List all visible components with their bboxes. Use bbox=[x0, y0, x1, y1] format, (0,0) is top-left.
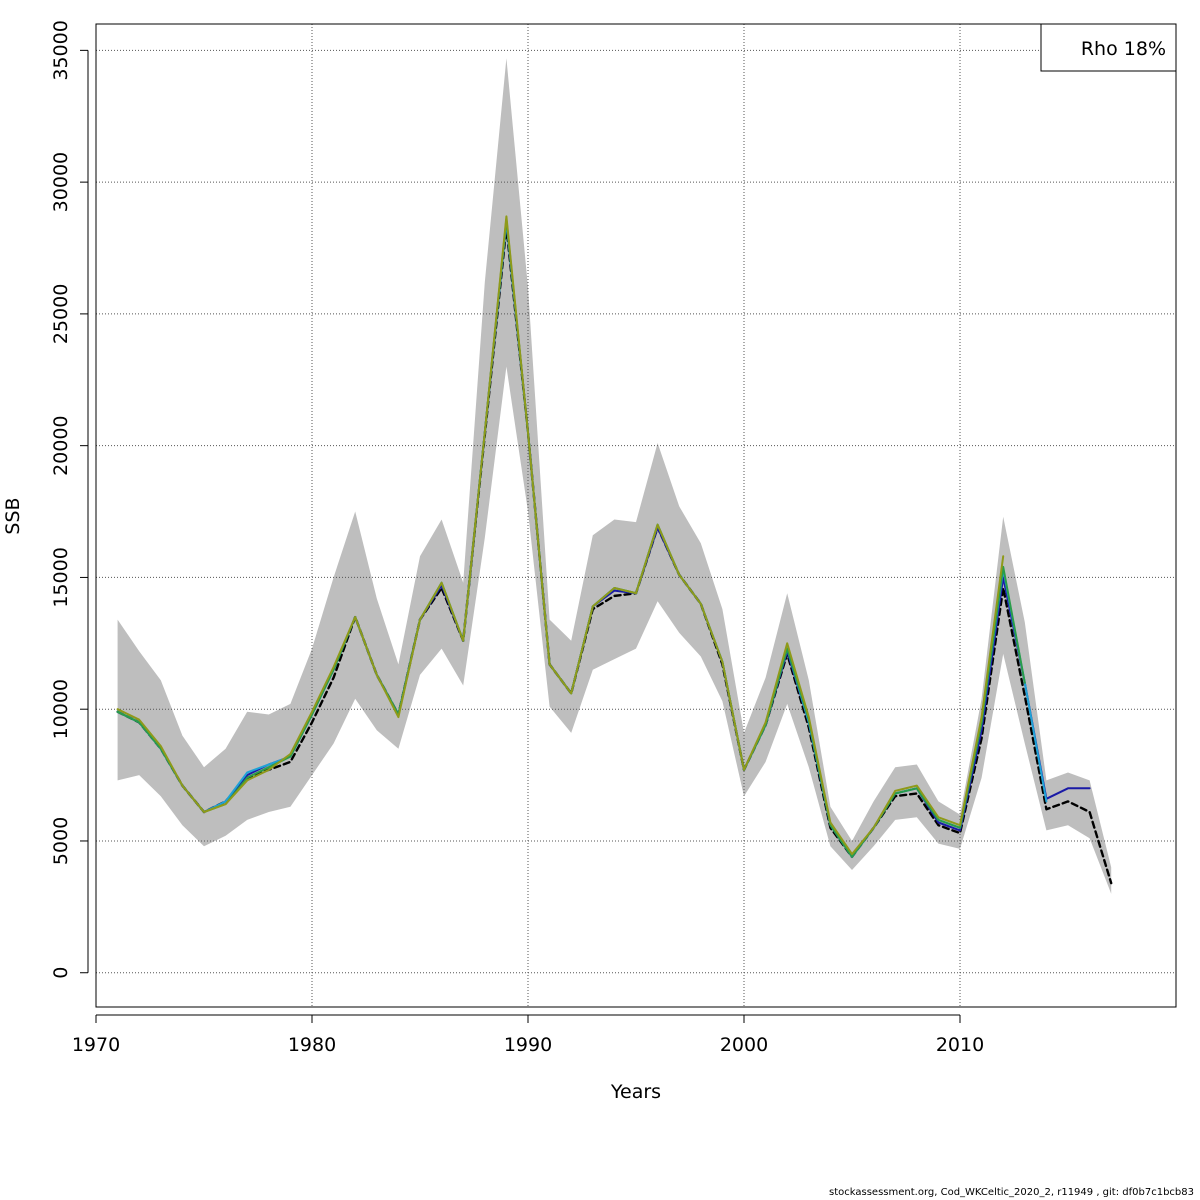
y-tick-label: 15000 bbox=[50, 547, 72, 607]
y-tick-label: 20000 bbox=[50, 415, 72, 475]
y-tick-label: 25000 bbox=[50, 284, 72, 344]
legend-text: Rho 18% bbox=[1081, 38, 1166, 60]
x-tick-label: 1990 bbox=[504, 1034, 552, 1056]
x-tick-label: 1980 bbox=[288, 1034, 336, 1056]
y-tick-label: 5000 bbox=[50, 817, 72, 865]
legend: Rho 18% bbox=[1040, 23, 1177, 72]
y-axis: 0 5000 10000 15000 20000 25000 30000 35000 bbox=[50, 20, 89, 979]
footer-credit: stockassessment.org, Cod_WKCeltic_2020_2… bbox=[829, 1187, 1194, 1198]
y-tick-label: 30000 bbox=[50, 152, 72, 212]
y-tick-label: 10000 bbox=[50, 679, 72, 739]
grid-layer bbox=[95, 24, 1176, 1007]
x-tick-label: 2010 bbox=[936, 1034, 984, 1056]
y-axis-title: SSB bbox=[2, 497, 24, 534]
legend-box bbox=[1040, 23, 1177, 72]
confidence-band-layer bbox=[117, 58, 1112, 894]
x-axis: 1970 1980 1990 2000 2010 bbox=[72, 1014, 984, 1056]
y-tick-label: 0 bbox=[50, 967, 72, 979]
series-line bbox=[116, 225, 1113, 885]
x-axis-title: Years bbox=[610, 1081, 661, 1103]
x-tick-label: 2000 bbox=[720, 1034, 768, 1056]
x-tick-label: 1970 bbox=[72, 1034, 120, 1056]
plot-frame bbox=[95, 23, 1177, 1008]
confidence-band bbox=[117, 58, 1112, 894]
series-line bbox=[116, 215, 1005, 856]
series-layer bbox=[116, 215, 1113, 885]
y-tick-label: 35000 bbox=[50, 20, 72, 80]
